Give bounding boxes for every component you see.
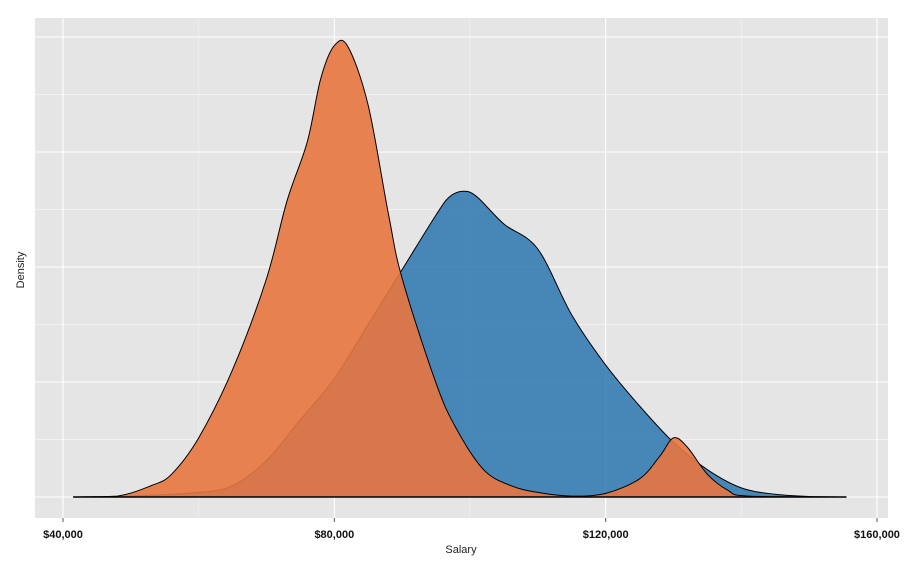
x-tick-label: $120,000 bbox=[583, 529, 629, 541]
density-areas bbox=[73, 39, 847, 498]
x-axis-title: Salary bbox=[445, 544, 477, 556]
x-axis-ticks: $40,000 $80,000 $120,000 $160,000 bbox=[43, 518, 900, 541]
density-area-series-2 bbox=[73, 39, 847, 498]
y-axis-title: Density bbox=[15, 251, 27, 288]
x-tick-label: $40,000 bbox=[43, 529, 83, 541]
x-tick-label: $80,000 bbox=[314, 529, 354, 541]
x-tick-label: $160,000 bbox=[854, 529, 900, 541]
